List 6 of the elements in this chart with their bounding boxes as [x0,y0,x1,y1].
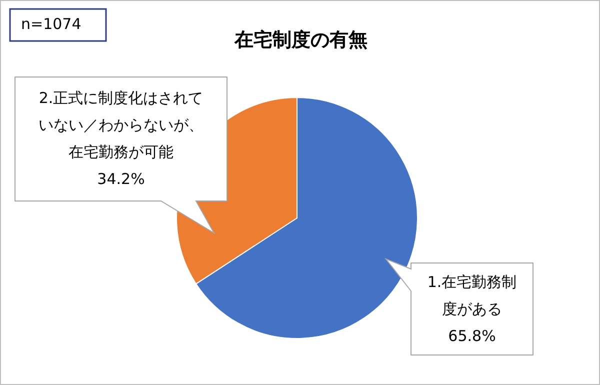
data-label: 65.8% [448,326,496,346]
data-label: 34.2% [97,169,145,190]
slice-label: 1.在宅勤務制度がある [426,272,518,320]
slice-label: 2.正式に制度化はされていない／わからないが、在宅勤務が可能 [38,88,204,163]
text: n=1074 [21,14,82,33]
chart-title: 在宅制度の有無 [234,28,368,51]
